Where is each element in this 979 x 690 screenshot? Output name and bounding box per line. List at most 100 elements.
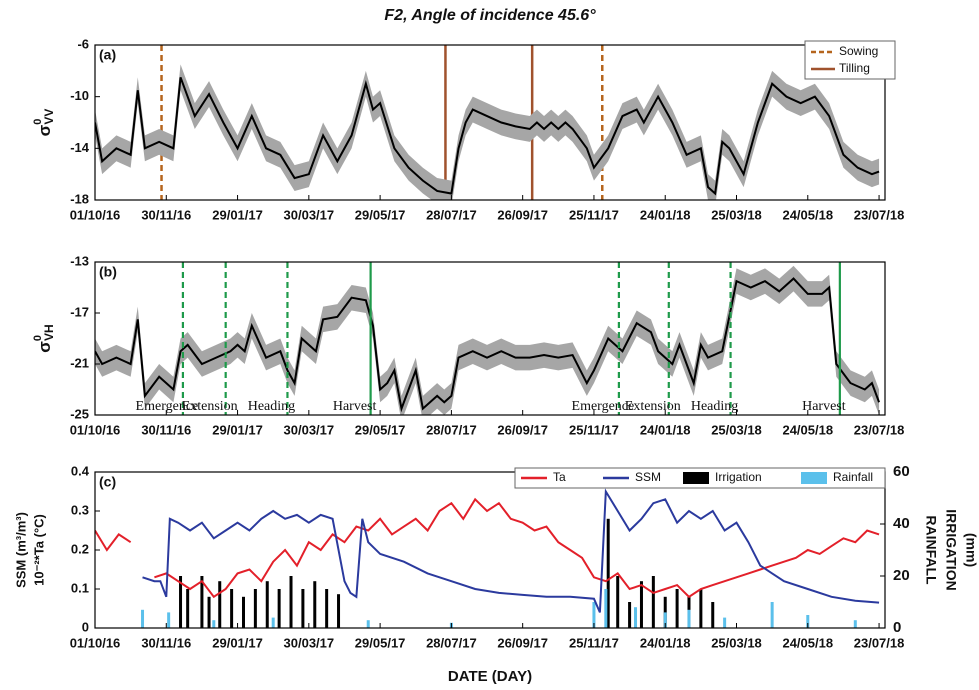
figure-title: F2, Angle of incidence 45.6°: [384, 7, 596, 24]
legend-label: Sowing: [839, 44, 878, 58]
bar: [301, 589, 305, 628]
x-tick-label: 25/03/18: [711, 422, 762, 437]
phase-label: Extension: [625, 399, 681, 414]
y-tick-label: -10: [70, 88, 89, 103]
x-tick-label: 30/11/16: [141, 635, 191, 650]
plot-frame: [94, 471, 886, 629]
bar: [723, 617, 727, 628]
phase-label: Heading: [691, 399, 738, 414]
x-tick-label: 29/01/17: [212, 635, 263, 650]
x-tick-label: 29/05/17: [355, 422, 406, 437]
x-tick-label: 28/07/17: [426, 422, 477, 437]
bar: [230, 589, 234, 628]
plot-frame: [94, 261, 886, 416]
bar: [277, 589, 281, 628]
bar: [699, 589, 703, 628]
phase-label: Harvest: [802, 399, 846, 414]
error-band: [95, 64, 880, 200]
y-tick-label: 0.2: [71, 541, 89, 556]
x-tick-label: 30/11/16: [141, 422, 191, 437]
legend-label: Ta: [553, 470, 566, 484]
bar: [806, 615, 810, 628]
x-tick-label: 25/03/18: [711, 207, 762, 222]
y-axis-label: σ0VV: [32, 109, 56, 137]
bar: [253, 589, 257, 628]
bar: [604, 589, 608, 628]
bar: [770, 602, 774, 628]
x-tick-label: 23/07/18: [854, 635, 905, 650]
y2-axis-label: IRRIGATION: [943, 509, 959, 590]
y2-axis-label: (mm): [963, 533, 979, 567]
y-label-base: σ: [35, 341, 54, 353]
y2-tick-label: 0: [893, 619, 901, 636]
bar: [337, 594, 341, 628]
bar: [313, 581, 317, 628]
y-tick-label: -13: [70, 253, 89, 268]
bar: [616, 576, 620, 628]
legend-swatch: [683, 472, 709, 484]
y2-tick-label: 40: [893, 515, 910, 532]
bar: [241, 596, 245, 628]
y-tick-label: -17: [70, 304, 89, 319]
phase-label: Heading: [248, 399, 295, 414]
y-tick-label: -14: [70, 140, 90, 155]
legend-label: Irrigation: [715, 470, 762, 484]
bar: [271, 617, 275, 628]
x-tick-label: 26/09/17: [497, 635, 548, 650]
bar: [592, 602, 596, 628]
bar: [628, 602, 632, 628]
x-tick-label: 24/05/18: [782, 422, 833, 437]
y-label-sub: VH: [42, 324, 56, 341]
bar: [606, 518, 610, 628]
plot-area: [95, 488, 880, 628]
x-tick-label: 24/01/18: [640, 207, 691, 222]
y-tick-label: 0.1: [71, 580, 89, 595]
bar: [687, 609, 691, 628]
x-tick-label: 01/10/16: [70, 422, 121, 437]
bar: [167, 612, 171, 628]
phase-label: Extension: [182, 399, 238, 414]
bar: [366, 620, 370, 628]
series-line: [95, 277, 880, 413]
plot-area: [95, 45, 880, 200]
legend-label: Tilling: [839, 61, 870, 75]
legend-label: SSM: [635, 470, 661, 484]
series-line: [95, 497, 880, 599]
series-line: [95, 76, 880, 196]
panel-label: (b): [99, 264, 117, 280]
bar: [853, 620, 857, 628]
y-tick-label: -21: [70, 355, 89, 370]
x-tick-label: 29/01/17: [212, 422, 263, 437]
series-line: [142, 488, 880, 613]
x-tick-label: 30/03/17: [284, 422, 335, 437]
y-tick-label: -6: [77, 36, 89, 51]
x-axis-label: DATE (DAY): [448, 668, 532, 685]
y-label-sup: 0: [32, 335, 44, 341]
bar: [289, 576, 293, 628]
x-tick-label: 25/03/18: [711, 635, 762, 650]
bar: [651, 576, 655, 628]
y-tick-label: -25: [70, 406, 89, 421]
y2-tick-label: 20: [893, 567, 910, 584]
y-tick-label: 0.3: [71, 502, 89, 517]
x-tick-label: 25/11/17: [569, 635, 619, 650]
x-tick-label: 01/10/16: [70, 207, 121, 222]
x-tick-label: 26/09/17: [497, 207, 548, 222]
y-axis-label: 10⁻²*Ta (°C): [31, 514, 46, 586]
x-tick-label: 26/09/17: [497, 422, 548, 437]
y-label-base: σ: [35, 124, 54, 136]
legend-swatch: [801, 472, 827, 484]
x-tick-label: 23/07/18: [854, 422, 905, 437]
bar: [212, 620, 216, 628]
x-tick-label: 28/07/17: [426, 635, 477, 650]
x-tick-label: 01/10/16: [70, 635, 121, 650]
bar: [218, 581, 222, 628]
bar: [639, 581, 643, 628]
y-axis-label: σ0VH: [32, 324, 56, 352]
x-tick-label: 24/01/18: [640, 635, 691, 650]
legend-label: Rainfall: [833, 470, 873, 484]
x-tick-label: 29/01/17: [212, 207, 263, 222]
x-tick-label: 28/07/17: [426, 207, 477, 222]
x-tick-label: 24/05/18: [782, 635, 833, 650]
